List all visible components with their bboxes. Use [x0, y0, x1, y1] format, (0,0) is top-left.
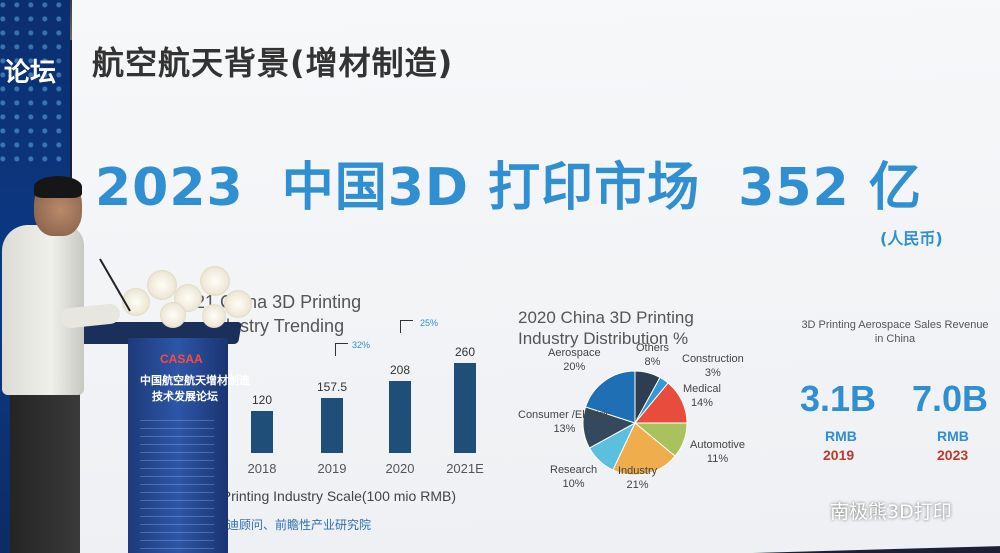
pie-chart-title-line1: 2020 China 3D Printing	[518, 308, 694, 327]
headline-value: 352 亿	[738, 158, 922, 218]
bar-category-label: 2019	[317, 461, 347, 476]
flower	[200, 266, 230, 296]
kpi-year-2023: 2023	[937, 447, 969, 463]
kpi-unit-2023: RMB	[937, 428, 969, 444]
bar-value-label: 120	[251, 393, 273, 408]
pie-chart	[582, 370, 688, 476]
bar-2019	[321, 398, 343, 453]
pie-chart-title-line2: Industry Distribution %	[518, 329, 689, 348]
flower-arrangement	[112, 258, 262, 336]
kpi-value-2019: 3.1B	[800, 378, 877, 419]
podium-title-line1: 中国航空航天增材制造	[140, 374, 250, 387]
flower	[202, 304, 226, 328]
pie-slice-industry	[612, 422, 676, 476]
bar-2021E	[454, 363, 476, 453]
pie-label: Others 8%	[636, 342, 670, 368]
headline: 2023 中国3D 打印市场 352 亿	[95, 145, 922, 220]
bar-chart-caption: 3D Printing Industry Scale(100 mio RMB)	[200, 488, 456, 504]
kpi-title: 3D Printing Aerospace Sales Revenue in C…	[801, 319, 989, 345]
speaker-legs	[10, 380, 80, 553]
flower	[122, 288, 150, 316]
headline-year: 2023	[95, 158, 244, 218]
headline-market: 中国3D 打印市场	[281, 158, 701, 218]
kpi-year-2019: 2019	[823, 447, 855, 463]
pie-slice-aerospace	[584, 370, 636, 424]
flower	[147, 270, 177, 300]
headline-unit: (人民币)	[880, 229, 943, 248]
bar-category-label: 2018	[247, 461, 277, 476]
watermark: 南极熊3D打印	[830, 501, 952, 523]
pie-label: Automotive 11%	[690, 439, 746, 465]
pie-label: Research 10%	[550, 464, 598, 490]
podium	[128, 338, 228, 553]
pie-label: Consumer /Electric 13%	[518, 409, 611, 435]
podium-logo: CASAA	[160, 352, 203, 366]
growth-label-1: 32%	[352, 340, 371, 350]
bar-2020	[389, 381, 411, 453]
growth-label-2: 25%	[420, 318, 439, 328]
podium-text-rows	[140, 420, 214, 550]
growth-bracket-2	[400, 320, 413, 333]
bar-category-label: 2021E	[446, 461, 484, 476]
source-line: 赛迪顾问、前瞻性产业研究院	[215, 518, 372, 532]
flower	[160, 302, 186, 328]
growth-bracket-1	[335, 343, 348, 356]
kpi-value-2023: 7.0B	[912, 378, 989, 419]
pie-label: Aerospace 20%	[548, 347, 601, 373]
pie-chart-title: 2020 China 3D Printing Industry Distribu…	[518, 307, 694, 349]
bar-value-label: 157.5	[316, 380, 348, 395]
pie-label: Industry 21%	[618, 465, 658, 491]
speaker-hair	[34, 176, 82, 198]
bar-2018	[251, 411, 273, 453]
bar-value-label: 208	[389, 363, 411, 377]
pie-label: Construction 3%	[682, 353, 744, 379]
slide-title: 航空航天背景(增材制造)	[92, 44, 454, 82]
network-dots	[0, 0, 70, 170]
podium-title-line2: 技术发展论坛	[152, 390, 218, 403]
bar-category-label: 2020	[385, 461, 415, 476]
banner-text: 论坛	[4, 58, 57, 88]
flower	[224, 290, 252, 318]
kpi-unit-2019: RMB	[825, 428, 857, 444]
pie-label: Medical 14%	[683, 383, 721, 409]
bar-value-label: 260	[454, 345, 476, 359]
